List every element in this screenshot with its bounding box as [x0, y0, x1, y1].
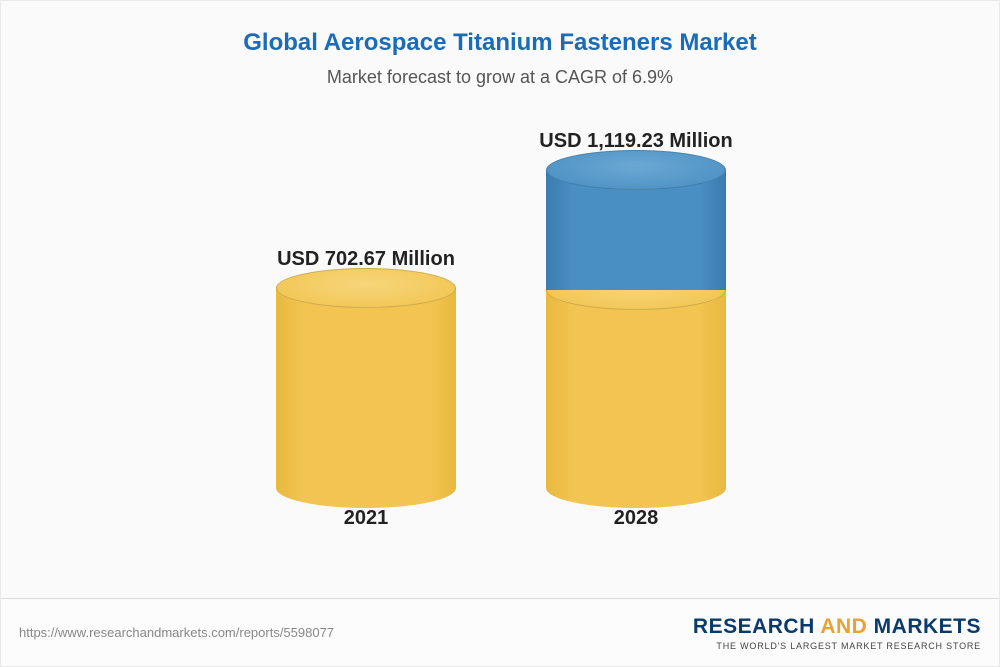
logo-research: RESEARCH [693, 615, 815, 638]
cylinder-segment [276, 288, 456, 488]
logo-markets: MARKETS [874, 615, 981, 638]
cylinder-top [546, 150, 726, 190]
footer-url: https://www.researchandmarkets.com/repor… [19, 625, 334, 640]
logo-and: AND [815, 615, 874, 638]
chart-title: Global Aerospace Titanium Fasteners Mark… [1, 1, 999, 57]
year-label-2021: 2021 [276, 507, 456, 530]
chart-subtitle: Market forecast to grow at a CAGR of 6.9… [1, 57, 999, 88]
brand-tagline: THE WORLD'S LARGEST MARKET RESEARCH STOR… [693, 641, 981, 651]
cylinder-top [276, 268, 456, 308]
footer: https://www.researchandmarkets.com/repor… [1, 598, 999, 666]
brand-logo-text: RESEARCH AND MARKETS [693, 615, 981, 639]
cylinder-segment [546, 170, 726, 290]
cylinder-segment [546, 290, 726, 488]
year-label-2028: 2028 [546, 507, 726, 530]
chart-area: USD 702.67 Million USD 1,119.23 Million … [1, 108, 999, 548]
cylinder-bottom [276, 468, 456, 508]
brand-logo: RESEARCH AND MARKETS THE WORLD'S LARGEST… [693, 615, 981, 651]
cylinder-bottom [546, 468, 726, 508]
